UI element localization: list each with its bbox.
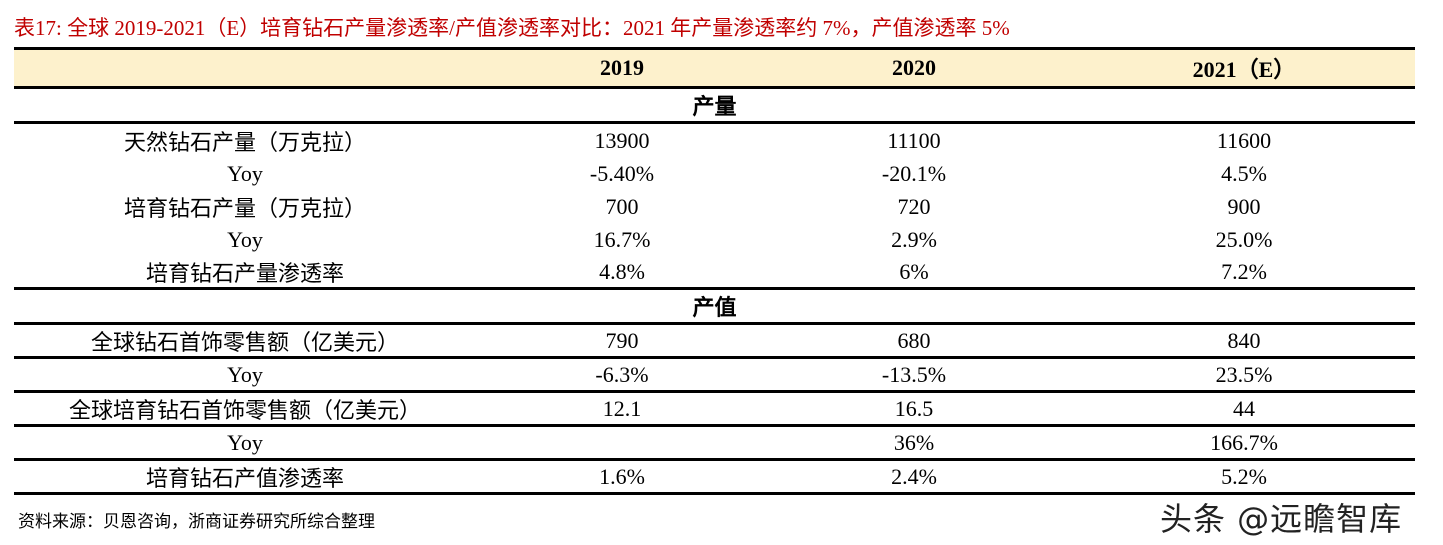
table-row: 天然钻石产量（万克拉） 13900 11100 11600: [14, 124, 1415, 157]
cell-value: 7.2%: [1221, 258, 1267, 284]
table-row: Yoy -6.3% -13.5% 23.5%: [14, 359, 1415, 393]
cell-value: 680: [897, 327, 931, 353]
table-title: 表17: 全球 2019-2021（E）培育钻石产量渗透率/产值渗透率对比：20…: [14, 16, 1010, 40]
cell-value: 16.5: [894, 395, 934, 421]
cell-value: -13.5%: [881, 361, 947, 387]
row-label: 全球钻石首饰零售额（亿美元）: [90, 329, 399, 355]
table-row: 全球培育钻石首饰零售额（亿美元） 12.1 16.5 44: [14, 393, 1415, 427]
row-label: 培育钻石产量渗透率: [145, 260, 344, 286]
cell-value: 25.0%: [1215, 226, 1273, 252]
table-row: Yoy 16.7% 2.9% 25.0%: [14, 223, 1415, 256]
section-label: 产值: [692, 295, 737, 320]
table-row: Yoy -5.40% -20.1% 4.5%: [14, 157, 1415, 190]
cell-value: 1.6%: [599, 463, 645, 489]
row-label: Yoy: [227, 429, 263, 455]
cell-value: 840: [1227, 327, 1261, 353]
table-row: Yoy 36% 166.7%: [14, 427, 1415, 461]
cell-value: 16.7%: [593, 226, 651, 252]
table-header: 2019 2020 2021（E）: [14, 47, 1415, 89]
cell-value: 23.5%: [1215, 361, 1273, 387]
cell-value: 720: [897, 193, 931, 219]
row-label: Yoy: [227, 226, 263, 252]
section-header: 产量: [14, 89, 1415, 124]
table-row: 全球钻石首饰零售额（亿美元） 790 680 840: [14, 325, 1415, 359]
header-2021e: 2021（E）: [1192, 57, 1296, 82]
table-row: 培育钻石产值渗透率 1.6% 2.4% 5.2%: [14, 461, 1415, 495]
section-header: 产值: [14, 290, 1415, 325]
cell-value: 4.8%: [599, 258, 645, 284]
cell-value: 5.2%: [1221, 463, 1267, 489]
cell-value: -20.1%: [881, 160, 947, 186]
cell-value: 2.9%: [891, 226, 937, 252]
row-label: 全球培育钻石首饰零售额（亿美元）: [68, 397, 421, 423]
data-table: 2019 2020 2021（E） 产量天然钻石产量（万克拉） 13900 1110…: [14, 47, 1415, 495]
cell-value: -5.40%: [589, 160, 655, 186]
cell-value: 11600: [1216, 127, 1272, 153]
table-row: 培育钻石产量（万克拉） 700 720 900: [14, 190, 1415, 223]
cell-value: 2.4%: [891, 463, 937, 489]
source-note: 资料来源：贝恩咨询，浙商证券研究所综合整理: [18, 512, 375, 531]
row-label: 培育钻石产量（万克拉）: [123, 195, 366, 221]
header-2020: 2020: [892, 55, 936, 80]
section-label: 产量: [692, 94, 737, 119]
cell-value: -6.3%: [595, 361, 649, 387]
cell-value: 4.5%: [1221, 160, 1267, 186]
watermark: 头条 @远瞻智库: [1160, 500, 1403, 538]
row-label: 天然钻石产量（万克拉）: [123, 129, 366, 155]
cell-value: 11100: [887, 127, 941, 153]
cell-value: 790: [605, 327, 639, 353]
row-label: Yoy: [227, 160, 263, 186]
row-label: Yoy: [227, 361, 263, 387]
row-label: 培育钻石产值渗透率: [145, 465, 344, 491]
cell-value: 13900: [594, 127, 650, 153]
header-2019: 2019: [600, 55, 644, 80]
cell-value: 44: [1233, 395, 1255, 421]
cell-value: 900: [1227, 193, 1261, 219]
table-row: 培育钻石产量渗透率 4.8% 6% 7.2%: [14, 256, 1415, 290]
cell-value: 36%: [893, 429, 935, 455]
cell-value: 6%: [899, 258, 929, 284]
cell-value: 166.7%: [1210, 429, 1278, 455]
cell-value: 700: [605, 193, 639, 219]
cell-value: 12.1: [602, 395, 642, 421]
